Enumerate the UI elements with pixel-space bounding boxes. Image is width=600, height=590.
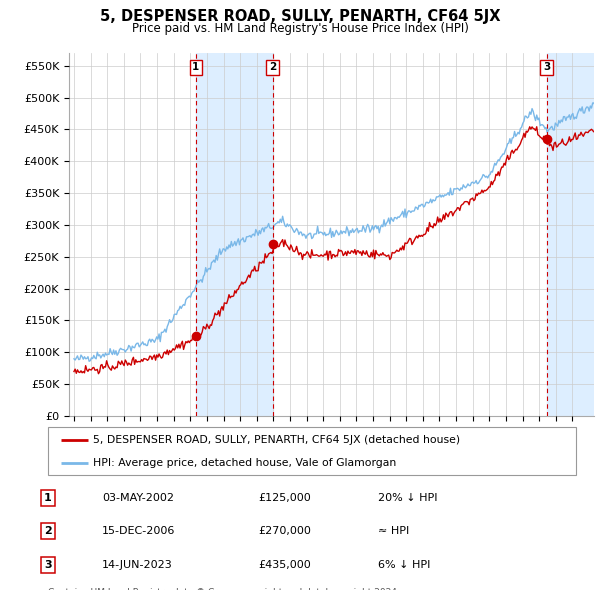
Bar	[547, 53, 594, 416]
Text: 1: 1	[193, 62, 200, 72]
Text: 1: 1	[44, 493, 52, 503]
Text: 3: 3	[543, 62, 550, 72]
Text: £125,000: £125,000	[258, 493, 311, 503]
Text: £270,000: £270,000	[258, 526, 311, 536]
Text: 6% ↓ HPI: 6% ↓ HPI	[378, 560, 430, 570]
Text: 14-JUN-2023: 14-JUN-2023	[102, 560, 173, 570]
FancyBboxPatch shape	[48, 427, 576, 475]
Text: 2: 2	[44, 526, 52, 536]
Text: 5, DESPENSER ROAD, SULLY, PENARTH, CF64 5JX (detached house): 5, DESPENSER ROAD, SULLY, PENARTH, CF64 …	[93, 435, 460, 445]
Text: £435,000: £435,000	[258, 560, 311, 570]
Text: 2: 2	[269, 62, 277, 72]
Text: HPI: Average price, detached house, Vale of Glamorgan: HPI: Average price, detached house, Vale…	[93, 458, 396, 468]
Text: Price paid vs. HM Land Registry's House Price Index (HPI): Price paid vs. HM Land Registry's House …	[131, 22, 469, 35]
Text: 15-DEC-2006: 15-DEC-2006	[102, 526, 175, 536]
Text: Contains HM Land Registry data © Crown copyright and database right 2024.: Contains HM Land Registry data © Crown c…	[48, 588, 400, 590]
Text: 3: 3	[44, 560, 52, 570]
Text: 5, DESPENSER ROAD, SULLY, PENARTH, CF64 5JX: 5, DESPENSER ROAD, SULLY, PENARTH, CF64 …	[100, 9, 500, 24]
Text: 03-MAY-2002: 03-MAY-2002	[102, 493, 174, 503]
Bar	[196, 53, 272, 416]
Text: 20% ↓ HPI: 20% ↓ HPI	[378, 493, 437, 503]
Text: ≈ HPI: ≈ HPI	[378, 526, 409, 536]
